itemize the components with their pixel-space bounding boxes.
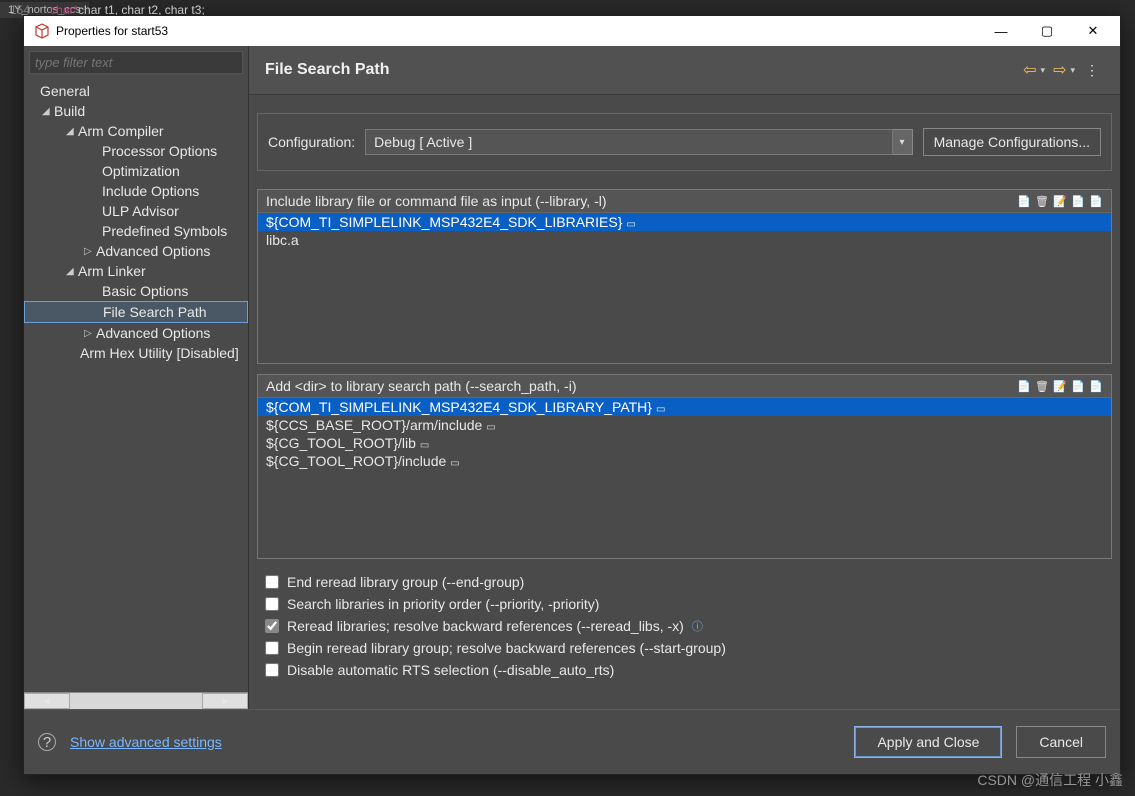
option-disable-auto-rts[interactable]: Disable automatic RTS selection (--disab… (265, 659, 1104, 681)
tree-item-arm-linker[interactable]: ◢Arm Linker (24, 261, 248, 281)
option-start-group[interactable]: Begin reread library group; resolve back… (265, 637, 1104, 659)
nav-forward-drop[interactable]: ▾ (1068, 65, 1081, 76)
close-button[interactable]: ✕ (1070, 16, 1116, 46)
move-up-icon[interactable]: 📄 (1071, 194, 1085, 208)
configuration-label: Configuration: (268, 134, 355, 150)
cancel-button[interactable]: Cancel (1016, 726, 1106, 758)
move-down-icon[interactable]: 📄 (1089, 194, 1103, 208)
search-path-items[interactable]: ${COM_TI_SIMPLELINK_MSP432E4_SDK_LIBRARY… (258, 398, 1111, 558)
checkbox[interactable] (265, 641, 279, 655)
delete-icon[interactable]: 🗑 (1035, 194, 1049, 208)
page-header: File Search Path ⇦▾ ⇨▾ ⋮ (249, 46, 1120, 95)
move-up-icon[interactable]: 📄 (1071, 379, 1085, 393)
tree-item-file-search-path[interactable]: File Search Path (24, 301, 248, 323)
library-listbox: Include library file or command file as … (257, 189, 1112, 364)
edit-icon[interactable]: 📝 (1053, 194, 1067, 208)
option-label: Begin reread library group; resolve back… (287, 640, 726, 656)
watermark: CSDN @通信工程 小鑫 (977, 770, 1123, 790)
lock-icon: ▭ (656, 404, 665, 415)
configuration-select[interactable]: Debug [ Active ] ▾ (365, 129, 912, 155)
scroll-left-button[interactable]: ◄ (24, 693, 70, 709)
checkbox[interactable] (265, 663, 279, 677)
sidebar-hscrollbar[interactable]: ◄ ► (24, 692, 248, 709)
search-path-toolbar: 📄 🗑 📝 📄 📄 (1017, 379, 1103, 393)
delete-icon[interactable]: 🗑 (1035, 379, 1049, 393)
edit-icon[interactable]: 📝 (1053, 379, 1067, 393)
option-label: Reread libraries; resolve backward refer… (287, 618, 684, 634)
scroll-track[interactable] (70, 693, 202, 709)
tree-item-ulp-advisor[interactable]: ULP Advisor (24, 201, 248, 221)
library-items[interactable]: ${COM_TI_SIMPLELINK_MSP432E4_SDK_LIBRARI… (258, 213, 1111, 363)
add-icon[interactable]: 📄 (1017, 194, 1031, 208)
category-tree[interactable]: General ◢Build ◢Arm Compiler Processor O… (24, 79, 248, 692)
dialog-footer: ? Show advanced settings Apply and Close… (24, 709, 1120, 774)
add-icon[interactable]: 📄 (1017, 379, 1031, 393)
tree-item-predefined-symbols[interactable]: Predefined Symbols (24, 221, 248, 241)
configuration-dropdown-icon[interactable]: ▾ (893, 129, 913, 155)
lock-icon: ▭ (420, 440, 429, 451)
tree-item-arm-compiler[interactable]: ◢Arm Compiler (24, 121, 248, 141)
search-path-listbox: Add <dir> to library search path (--sear… (257, 374, 1112, 559)
tree-item-arm-hex-utility[interactable]: Arm Hex Utility [Disabled] (24, 343, 248, 363)
library-list-toolbar: 📄 🗑 📝 📄 📄 (1017, 194, 1103, 208)
list-item[interactable]: ${CCS_BASE_ROOT}/arm/include▭ (258, 416, 1111, 434)
content-area: Configuration: Debug [ Active ] ▾ Manage… (249, 95, 1120, 709)
scroll-right-button[interactable]: ► (202, 693, 248, 709)
sidebar: General ◢Build ◢Arm Compiler Processor O… (24, 46, 249, 709)
option-label: Disable automatic RTS selection (--disab… (287, 662, 614, 678)
help-icon[interactable]: ? (38, 733, 56, 751)
tree-item-optimization[interactable]: Optimization (24, 161, 248, 181)
option-reread-libs[interactable]: Reread libraries; resolve backward refer… (265, 615, 1104, 637)
info-icon[interactable]: ⓘ (692, 618, 703, 634)
checkbox[interactable] (265, 597, 279, 611)
nav-forward-icon[interactable]: ⇨ (1051, 60, 1068, 80)
list-item[interactable]: ${COM_TI_SIMPLELINK_MSP432E4_SDK_LIBRARI… (258, 213, 1111, 231)
apply-and-close-button[interactable]: Apply and Close (854, 726, 1002, 758)
tree-item-processor-options[interactable]: Processor Options (24, 141, 248, 161)
tree-item-general[interactable]: General (24, 81, 248, 101)
lock-icon: ▭ (450, 458, 459, 469)
minimize-button[interactable]: — (978, 16, 1024, 46)
search-path-header: Add <dir> to library search path (--sear… (266, 378, 1017, 394)
tree-item-include-options[interactable]: Include Options (24, 181, 248, 201)
page-title: File Search Path (265, 61, 1021, 79)
properties-dialog: Properties for start53 — ▢ ✕ General ◢Bu… (23, 15, 1121, 775)
list-item[interactable]: ${COM_TI_SIMPLELINK_MSP432E4_SDK_LIBRARY… (258, 398, 1111, 416)
lock-icon: ▭ (486, 422, 495, 433)
title-bar[interactable]: Properties for start53 — ▢ ✕ (24, 16, 1120, 46)
tree-item-basic-options[interactable]: Basic Options (24, 281, 248, 301)
dialog-title: Properties for start53 (56, 24, 978, 38)
show-advanced-link[interactable]: Show advanced settings (70, 734, 222, 750)
option-label: Search libraries in priority order (--pr… (287, 596, 599, 612)
maximize-button[interactable]: ▢ (1024, 16, 1070, 46)
option-priority[interactable]: Search libraries in priority order (--pr… (265, 593, 1104, 615)
options-group: End reread library group (--end-group) S… (257, 569, 1112, 681)
tree-item-build[interactable]: ◢Build (24, 101, 248, 121)
list-item[interactable]: ${CG_TOOL_ROOT}/include▭ (258, 452, 1111, 470)
nav-back-icon[interactable]: ⇦ (1021, 60, 1038, 80)
configuration-value: Debug [ Active ] (365, 129, 892, 155)
manage-configurations-button[interactable]: Manage Configurations... (923, 128, 1101, 156)
tree-item-compiler-advanced[interactable]: ▷Advanced Options (24, 241, 248, 261)
kebab-menu-icon[interactable]: ⋮ (1081, 67, 1104, 73)
option-label: End reread library group (--end-group) (287, 574, 524, 590)
checkbox[interactable] (265, 619, 279, 633)
configuration-row: Configuration: Debug [ Active ] ▾ Manage… (257, 113, 1112, 171)
filter-input[interactable] (29, 51, 243, 74)
library-list-header: Include library file or command file as … (266, 193, 1017, 209)
filter-box (29, 51, 243, 74)
app-icon (34, 23, 50, 39)
list-item[interactable]: libc.a (258, 231, 1111, 249)
main-panel: File Search Path ⇦▾ ⇨▾ ⋮ Configuration: … (249, 46, 1120, 709)
list-item[interactable]: ${CG_TOOL_ROOT}/lib▭ (258, 434, 1111, 452)
tree-item-linker-advanced[interactable]: ▷Advanced Options (24, 323, 248, 343)
option-end-group[interactable]: End reread library group (--end-group) (265, 571, 1104, 593)
move-down-icon[interactable]: 📄 (1089, 379, 1103, 393)
nav-back-drop[interactable]: ▾ (1039, 65, 1052, 76)
lock-icon: ▭ (626, 219, 635, 230)
checkbox[interactable] (265, 575, 279, 589)
